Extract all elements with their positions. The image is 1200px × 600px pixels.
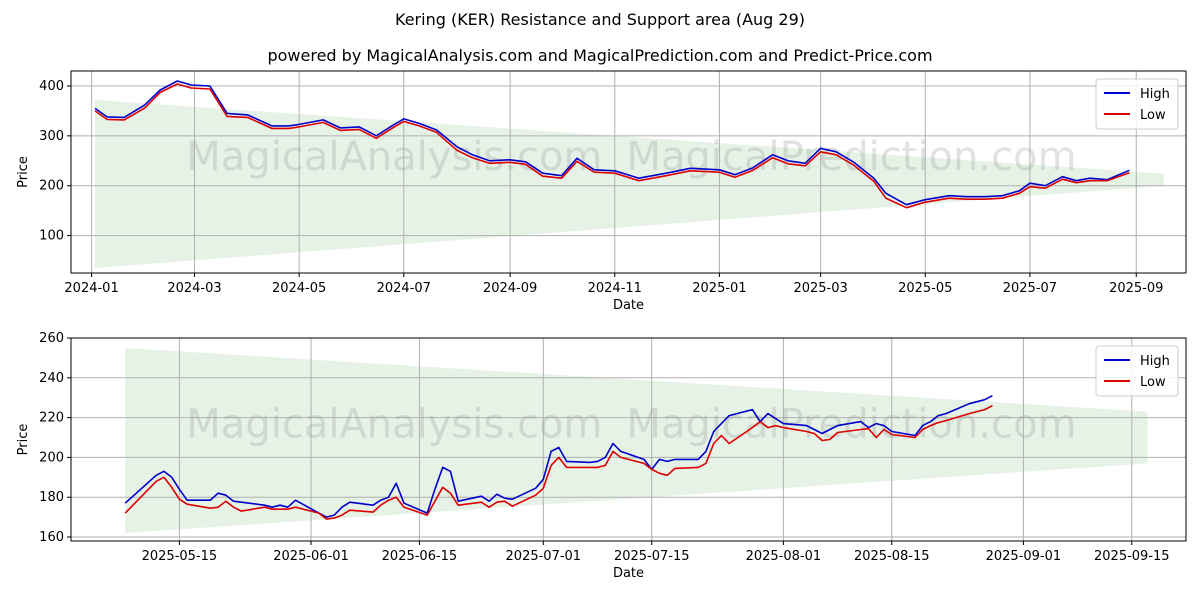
legend-label: High bbox=[1140, 354, 1170, 369]
legend-label: High bbox=[1140, 87, 1170, 102]
x-tick-label: 2024-03 bbox=[167, 281, 221, 296]
x-tick-label: 2025-06-15 bbox=[382, 549, 458, 564]
y-tick-label: 240 bbox=[39, 371, 64, 386]
y-tick-label: 260 bbox=[39, 331, 64, 346]
y-axis-label: Price bbox=[16, 156, 31, 188]
x-tick-label: 2025-09 bbox=[1109, 281, 1163, 296]
legend-box bbox=[1095, 345, 1179, 397]
y-tick-label: 100 bbox=[39, 229, 64, 244]
watermark-prediction: MagicalPrediction.com bbox=[627, 134, 1077, 180]
plot-frame bbox=[70, 70, 1187, 274]
series-line-low bbox=[124, 404, 993, 520]
legend-label: Low bbox=[1140, 108, 1166, 123]
x-tick-label: 2025-01 bbox=[692, 281, 746, 296]
x-tick-label: 2025-06-01 bbox=[273, 549, 349, 564]
y-tick-label: 200 bbox=[39, 450, 64, 465]
y-tick-label: 200 bbox=[39, 179, 64, 194]
y-axis-label: Price bbox=[16, 424, 31, 456]
x-tick-label: 2025-05-15 bbox=[142, 549, 218, 564]
chart-subtitle: powered by MagicalAnalysis.com and Magic… bbox=[267, 46, 933, 65]
x-tick-label: 2024-01 bbox=[64, 281, 118, 296]
series-line-low bbox=[94, 83, 1130, 209]
watermark-analysis: MagicalAnalysis.com bbox=[186, 401, 602, 447]
series-line-high bbox=[94, 80, 1130, 206]
legend-box bbox=[1095, 78, 1179, 130]
watermark-analysis: MagicalAnalysis.com bbox=[186, 134, 602, 180]
x-tick-label: 2025-08-15 bbox=[854, 549, 930, 564]
plot-frame bbox=[70, 337, 1187, 542]
x-tick-label: 2024-05 bbox=[272, 281, 326, 296]
series-line-high bbox=[124, 394, 993, 518]
y-tick-label: 220 bbox=[39, 411, 64, 426]
x-tick-label: 2024-11 bbox=[588, 281, 642, 296]
support-resistance-band bbox=[95, 99, 1164, 269]
y-tick-label: 180 bbox=[39, 490, 64, 505]
support-resistance-band bbox=[125, 347, 1148, 534]
x-tick-label: 2025-07-15 bbox=[614, 549, 690, 564]
x-tick-label: 2025-03 bbox=[793, 281, 847, 296]
y-tick-label: 160 bbox=[39, 530, 64, 545]
y-tick-label: 400 bbox=[39, 79, 64, 94]
x-tick-label: 2024-07 bbox=[377, 281, 431, 296]
chart-title: Kering (KER) Resistance and Support area… bbox=[395, 10, 805, 29]
watermark-prediction: MagicalPrediction.com bbox=[627, 401, 1077, 447]
x-tick-label: 2025-07-01 bbox=[506, 549, 582, 564]
x-tick-label: 2024-09 bbox=[483, 281, 537, 296]
x-axis-label: Date bbox=[613, 298, 644, 313]
x-tick-label: 2025-07 bbox=[1003, 281, 1057, 296]
x-axis-label: Date bbox=[613, 566, 644, 581]
x-tick-label: 2025-08-01 bbox=[746, 549, 822, 564]
x-tick-label: 2025-05 bbox=[898, 281, 952, 296]
y-tick-label: 300 bbox=[39, 129, 64, 144]
x-tick-label: 2025-09-15 bbox=[1094, 549, 1170, 564]
legend-label: Low bbox=[1140, 375, 1166, 390]
x-tick-label: 2025-09-01 bbox=[986, 549, 1062, 564]
legend: High Low bbox=[1095, 78, 1179, 130]
legend: High Low bbox=[1095, 345, 1179, 397]
